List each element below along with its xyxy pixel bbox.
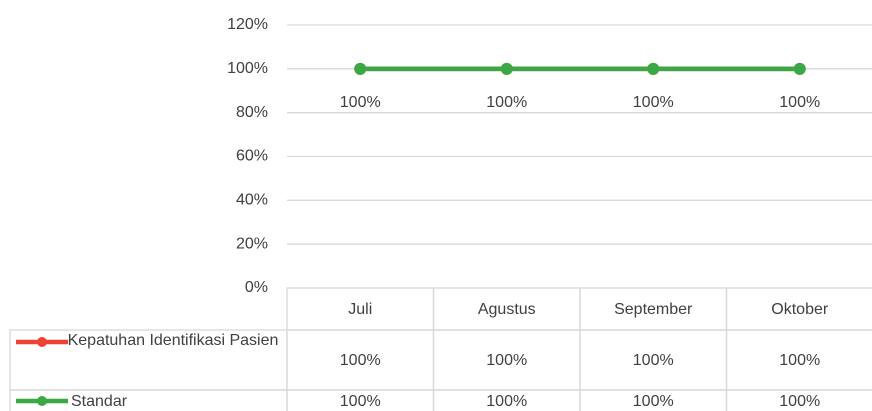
table-cell [725, 389, 872, 411]
category-label: Agustus [478, 301, 536, 318]
marker [647, 62, 660, 75]
legend-key-marker [37, 337, 47, 347]
y-tick-label: 100% [227, 60, 268, 77]
data-label: 100% [779, 94, 820, 111]
category-label: Juli [348, 301, 372, 318]
table-value: 100% [779, 352, 820, 369]
table-value: 100% [486, 352, 527, 369]
legend-label: Standar [71, 393, 128, 410]
data-label: 100% [486, 94, 527, 111]
table-value: 100% [340, 393, 381, 410]
legend-label: Kepatuhan Identifikasi Pasien [67, 332, 279, 349]
table-value: 100% [779, 393, 820, 410]
marker [793, 62, 806, 75]
marker [354, 62, 367, 75]
y-tick-label: 20% [236, 235, 268, 252]
y-tick-label: 120% [227, 16, 268, 33]
table-value: 100% [486, 393, 527, 410]
table-value: 100% [633, 393, 674, 410]
data-label: 100% [340, 94, 381, 111]
y-tick-label: 40% [236, 192, 268, 209]
marker [500, 62, 513, 75]
table-value: 100% [633, 352, 674, 369]
table-value: 100% [340, 352, 381, 369]
category-label: Oktober [771, 301, 829, 318]
y-tick-label: 80% [236, 104, 268, 121]
y-tick-label: 0% [245, 279, 268, 296]
legend-label-box: Kepatuhan Identifikasi Pasien [67, 332, 279, 349]
category-label: September [614, 301, 693, 318]
y-tick-label: 60% [236, 148, 268, 165]
data-label: 100% [633, 94, 674, 111]
legend-key-marker [37, 396, 47, 406]
